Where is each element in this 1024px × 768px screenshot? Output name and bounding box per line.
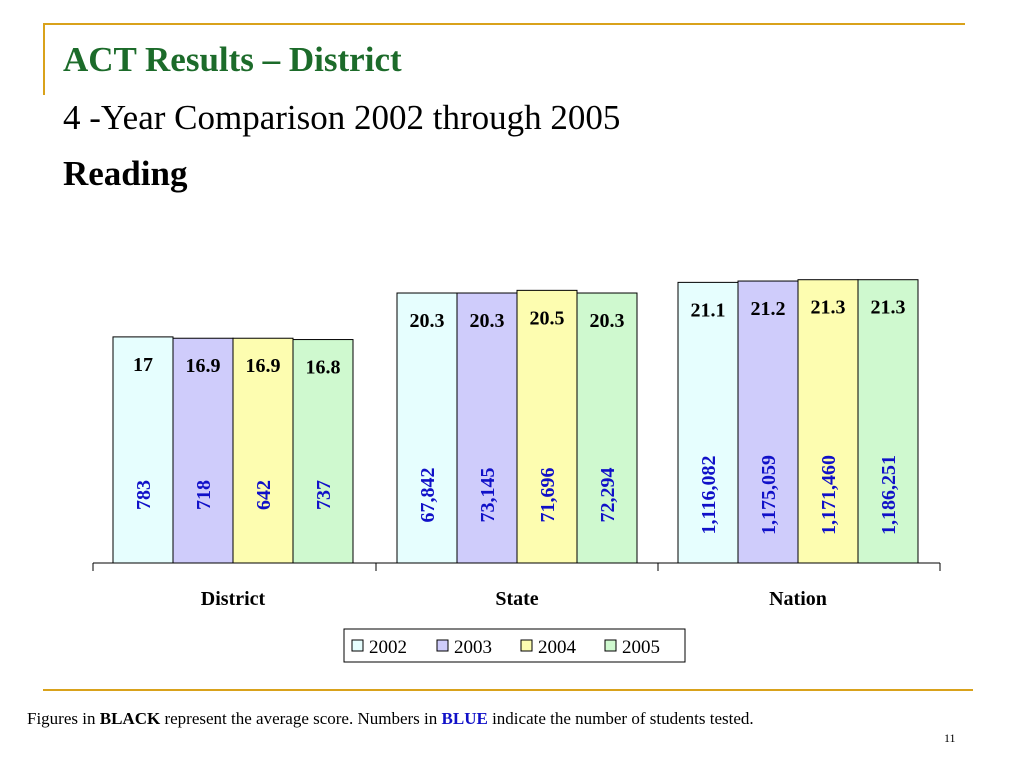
bar-district-2004 <box>232 337 294 564</box>
footnote-text-3: indicate the number of students tested. <box>487 709 754 728</box>
bar-district-2003 <box>172 337 234 564</box>
score-label-nation-2004: 21.3 <box>811 297 846 319</box>
count-label-state-2003: 73,145 <box>477 468 499 523</box>
score-label-state-2003: 20.3 <box>470 310 505 332</box>
category-label-district: District <box>201 588 266 610</box>
category-label-nation: Nation <box>769 588 827 610</box>
legend-label-2004: 2004 <box>538 637 577 658</box>
bar-district-2005 <box>292 339 354 564</box>
legend-swatch-2002 <box>351 639 364 652</box>
bar-state-2002 <box>396 292 458 564</box>
count-label-state-2005: 72,294 <box>597 468 619 523</box>
slide-title: ACT Results – District <box>63 40 402 79</box>
legend-label-2005: 2005 <box>622 637 660 658</box>
legend-swatch-2003 <box>436 639 449 652</box>
count-label-nation-2004: 1,171,460 <box>818 455 840 535</box>
score-label-district-2004: 16.9 <box>246 355 281 377</box>
slide-section: Reading <box>63 154 188 193</box>
accent-line-left <box>43 23 45 95</box>
footnote-blue-word: BLUE <box>441 709 488 728</box>
score-label-district-2005: 16.8 <box>306 357 341 379</box>
count-label-nation-2002: 1,116,082 <box>698 456 720 535</box>
bar-nation-2003 <box>737 280 799 564</box>
count-label-state-2004: 71,696 <box>537 468 559 523</box>
count-label-district-2004: 642 <box>253 480 275 510</box>
score-label-state-2002: 20.3 <box>410 310 445 332</box>
bar-nation-2005 <box>857 279 919 564</box>
score-label-nation-2002: 21.1 <box>691 299 726 321</box>
count-label-district-2005: 737 <box>313 480 335 510</box>
legend-box <box>343 628 686 663</box>
accent-line-top <box>43 23 965 25</box>
count-label-nation-2003: 1,175,059 <box>758 455 780 535</box>
score-label-nation-2003: 21.2 <box>751 298 786 320</box>
count-label-nation-2005: 1,186,251 <box>878 455 900 535</box>
score-label-district-2002: 17 <box>133 354 153 376</box>
accent-line-bottom <box>43 689 973 691</box>
legend-label-2002: 2002 <box>369 637 407 658</box>
score-label-state-2005: 20.3 <box>590 310 625 332</box>
bar-state-2004 <box>516 289 578 564</box>
category-label-state: State <box>495 588 538 610</box>
footnote-black-word: BLACK <box>99 709 161 728</box>
bar-state-2005 <box>576 292 638 564</box>
legend-swatch-2004 <box>520 639 533 652</box>
footnote-text-2: represent the average score. Numbers in <box>160 709 442 728</box>
bar-state-2003 <box>456 292 518 564</box>
legend-label-2003: 2003 <box>454 637 492 658</box>
count-label-district-2002: 783 <box>133 480 155 510</box>
score-label-nation-2005: 21.3 <box>871 297 906 319</box>
legend-swatch-2005 <box>604 639 617 652</box>
bar-chart: 17 783 16.9 718 16.9 642 16.8 737 District 20.3 67… <box>92 279 941 663</box>
bar-nation-2004 <box>797 279 859 564</box>
footnote: Figures in BLACK represent the average s… <box>27 709 754 729</box>
score-label-district-2003: 16.9 <box>186 355 221 377</box>
page-number: 11 <box>944 731 956 745</box>
count-label-district-2003: 718 <box>193 480 215 510</box>
count-label-state-2002: 67,842 <box>417 468 439 523</box>
score-label-state-2004: 20.5 <box>530 307 565 329</box>
footnote-text-1: Figures in <box>27 709 100 728</box>
bar-nation-2002 <box>677 281 739 564</box>
slide-subtitle: 4 -Year Comparison 2002 through 2005 <box>63 98 621 137</box>
